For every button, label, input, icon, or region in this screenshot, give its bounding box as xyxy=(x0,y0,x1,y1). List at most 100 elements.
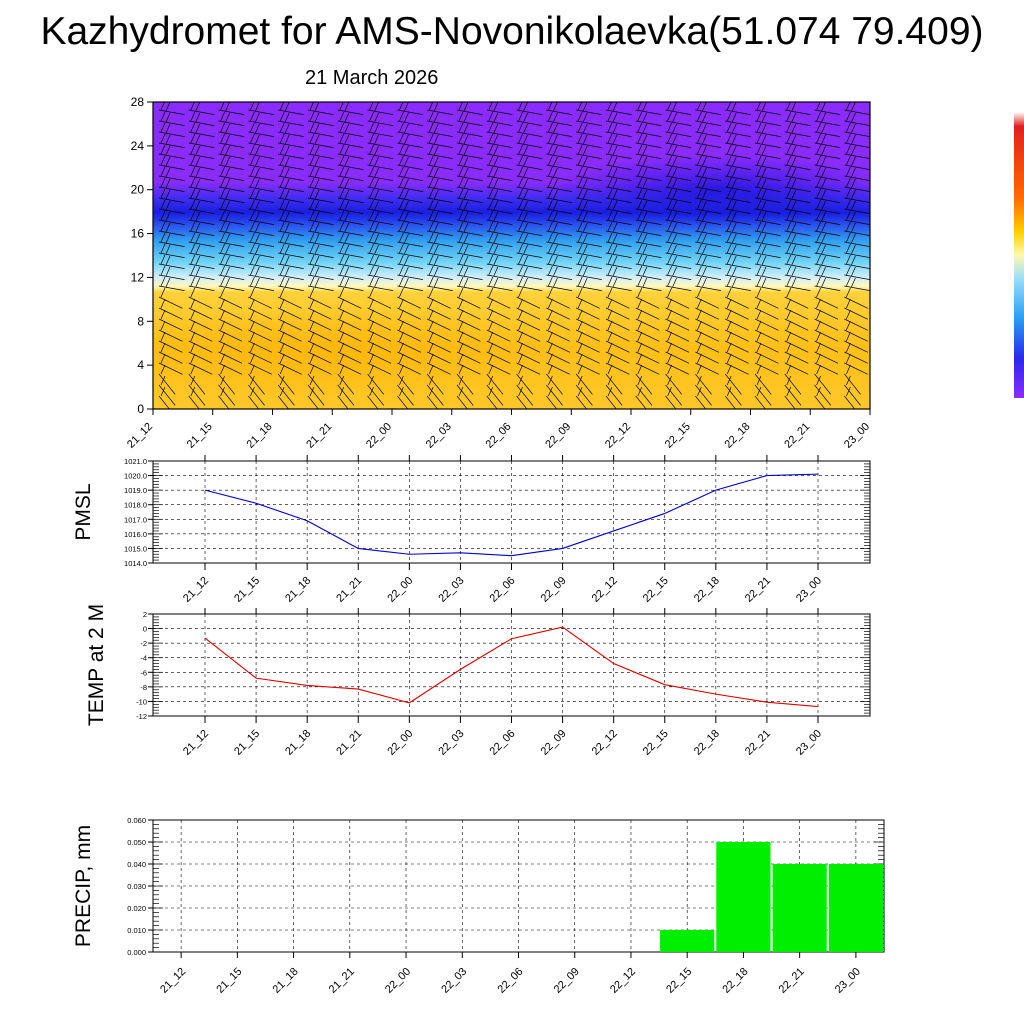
wind-barb xyxy=(307,331,332,353)
wind-barb xyxy=(725,199,751,214)
wind-barb xyxy=(456,364,474,395)
wind-barb xyxy=(844,298,868,320)
y-axis-label: PMSL xyxy=(72,483,95,540)
wind-barb xyxy=(427,111,453,126)
y-tick-label: 1015.0 xyxy=(124,544,147,553)
wind-barb xyxy=(814,166,841,181)
x-tick-label: 23_00 xyxy=(833,966,863,996)
wind-barb xyxy=(724,386,736,409)
wind-barb xyxy=(754,111,781,126)
wind-barb xyxy=(665,287,690,309)
wind-barb xyxy=(218,265,245,280)
wind-barb xyxy=(754,309,779,331)
wind-barb xyxy=(248,342,272,364)
wind-barb xyxy=(248,199,275,214)
wind-barb xyxy=(844,364,861,395)
wind-barb xyxy=(397,386,409,409)
wind-barb xyxy=(754,155,781,170)
wind-barb xyxy=(516,309,541,331)
y-tick-label: 4 xyxy=(137,358,144,372)
wind-barb xyxy=(486,353,511,375)
wind-barb xyxy=(248,375,265,406)
wind-barb xyxy=(188,155,215,170)
x-tick-label: 22_09 xyxy=(539,728,569,758)
wind-barb xyxy=(605,111,632,126)
wind-barb xyxy=(277,386,289,409)
cross-section-x-axis: 21_12 21_15 21_18 21_21 22_00 22_03 22_06 22_09… xyxy=(125,409,872,451)
x-tick-label: 21_18 xyxy=(245,421,275,451)
wind-barb xyxy=(546,386,558,409)
wind-barb xyxy=(337,287,362,309)
wind-barb xyxy=(278,276,304,291)
wind-barb xyxy=(665,111,692,126)
wind-barb xyxy=(784,254,811,269)
x-tick-label: 22_00 xyxy=(385,728,415,758)
wind-barb xyxy=(516,287,541,309)
wind-barb xyxy=(754,276,781,291)
wind-barb xyxy=(427,144,453,159)
wind-barb xyxy=(695,210,722,225)
wind-barb xyxy=(248,188,275,203)
wind-barb xyxy=(546,309,570,331)
wind-barb xyxy=(635,309,660,331)
wind-barb xyxy=(486,309,511,331)
wind-barb xyxy=(724,364,742,395)
y-tick-label: -10 xyxy=(136,697,147,706)
wind-barb xyxy=(725,309,749,331)
y-tick-label: 0.060 xyxy=(127,816,146,825)
wind-barb xyxy=(754,199,781,214)
wind-barb xyxy=(844,133,870,148)
wind-barb xyxy=(307,276,334,291)
wind-barb xyxy=(397,111,424,126)
wind-barb xyxy=(516,386,528,409)
wind-barb xyxy=(784,364,802,395)
wind-barb xyxy=(725,254,751,269)
wind-barb xyxy=(158,199,185,214)
wind-barb xyxy=(456,133,483,148)
wind-barb xyxy=(844,221,870,236)
wind-barb xyxy=(576,199,602,214)
wind-barb xyxy=(605,122,632,137)
wind-barb xyxy=(635,144,662,159)
y-tick-label: 0.000 xyxy=(127,948,146,957)
x-tick-label: 22_09 xyxy=(552,966,582,996)
wind-barb xyxy=(635,210,662,225)
wind-barb xyxy=(754,221,781,236)
wind-barb xyxy=(605,232,632,247)
wind-barb xyxy=(456,254,483,269)
wind-barb xyxy=(218,287,243,309)
wind-barb xyxy=(605,364,623,395)
wind-barb xyxy=(486,331,511,353)
wind-barb xyxy=(576,122,602,137)
wind-barb xyxy=(546,254,573,269)
x-tick-label: 22_15 xyxy=(664,966,694,996)
wind-barb xyxy=(367,133,394,148)
wind-barb xyxy=(665,254,692,269)
wind-barb xyxy=(486,111,513,126)
wind-barb xyxy=(158,353,183,375)
wind-barb xyxy=(784,386,796,409)
x-tick-label: 22_21 xyxy=(777,966,807,996)
wind-barb xyxy=(486,276,513,291)
wind-barb xyxy=(546,265,573,280)
wind-barb xyxy=(665,298,690,320)
wind-barb xyxy=(844,232,870,247)
wind-barb xyxy=(725,342,749,364)
wind-barb xyxy=(784,188,811,203)
y-tick-label: 1019.0 xyxy=(124,486,147,495)
wind-barb xyxy=(427,331,451,353)
wind-barb xyxy=(665,386,677,409)
chart-date: 21 March 2026 xyxy=(305,67,439,89)
wind-barb xyxy=(456,111,483,126)
wind-barb xyxy=(635,375,653,406)
wind-barb xyxy=(367,254,394,269)
wind-barb xyxy=(665,122,692,137)
wind-barb xyxy=(486,320,511,342)
y-tick-label: 1021.0 xyxy=(124,457,147,466)
wind-barb xyxy=(278,232,304,247)
wind-barb xyxy=(307,320,332,342)
y-tick-label: 8 xyxy=(137,314,144,328)
wind-barb xyxy=(427,133,453,148)
wind-barb xyxy=(784,144,811,159)
wind-barb xyxy=(546,331,570,353)
